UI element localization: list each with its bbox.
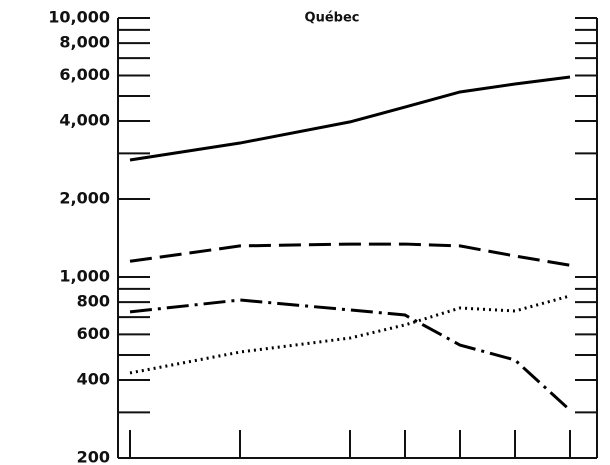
y-tick-label: 200: [77, 448, 110, 465]
y-tick-label: 800: [77, 292, 110, 311]
series-line: [129, 75, 571, 162]
series-line: [129, 294, 571, 375]
chart-title: Québec: [305, 11, 360, 26]
y-tick-label: 2,000: [59, 189, 110, 208]
y-tick-label: 600: [77, 324, 110, 343]
y-tick-label: 1,000: [59, 266, 110, 285]
series-line: [129, 298, 572, 412]
y-tick-label: 400: [77, 370, 110, 389]
y-tick-label: 6,000: [59, 65, 110, 84]
series-line: [129, 242, 571, 267]
y-tick-label: 4,000: [59, 111, 110, 130]
y-tick-label: 10,000: [48, 8, 110, 27]
y-tick-label: 8,000: [59, 33, 110, 52]
